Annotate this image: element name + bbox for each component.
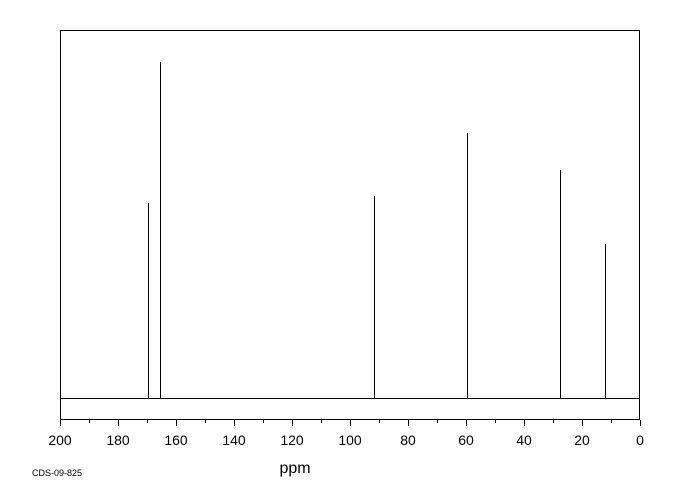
x-tick-label: 160 [164, 432, 187, 448]
x-minor-tick [89, 420, 90, 423]
spectrum-peak [467, 133, 468, 399]
x-tick [350, 420, 351, 426]
x-minor-tick [263, 420, 264, 423]
spectrum-peak [560, 170, 561, 399]
x-minor-tick [147, 420, 148, 423]
x-axis: 200180160140120100806040200 [60, 420, 640, 460]
x-tick-label: 80 [400, 432, 416, 448]
x-tick-label: 20 [574, 432, 590, 448]
x-tick [234, 420, 235, 426]
x-tick [524, 420, 525, 426]
x-minor-tick [379, 420, 380, 423]
spectrum-peak [605, 244, 606, 399]
x-tick-label: 120 [280, 432, 303, 448]
x-tick-label: 180 [106, 432, 129, 448]
x-tick-label: 140 [222, 432, 245, 448]
x-tick-label: 100 [338, 432, 361, 448]
x-tick-label: 200 [48, 432, 71, 448]
x-minor-tick [553, 420, 554, 423]
x-tick [640, 420, 641, 426]
x-minor-tick [321, 420, 322, 423]
x-tick [466, 420, 467, 426]
spectrum-peak [374, 196, 375, 400]
x-tick [582, 420, 583, 426]
x-minor-tick [437, 420, 438, 423]
x-minor-tick [205, 420, 206, 423]
spectrum-peak [148, 203, 149, 399]
x-tick [118, 420, 119, 426]
x-tick-label: 60 [458, 432, 474, 448]
x-tick [176, 420, 177, 426]
footer-text: CDS-09-825 [32, 468, 82, 478]
x-minor-tick [495, 420, 496, 423]
x-tick-label: 0 [636, 432, 644, 448]
x-minor-tick [611, 420, 612, 423]
x-tick [292, 420, 293, 426]
x-tick [60, 420, 61, 426]
x-axis-label: ppm [279, 460, 310, 478]
spectrum-peak [160, 62, 161, 399]
x-tick [408, 420, 409, 426]
x-tick-label: 40 [516, 432, 532, 448]
spectrum-plot [60, 30, 640, 420]
